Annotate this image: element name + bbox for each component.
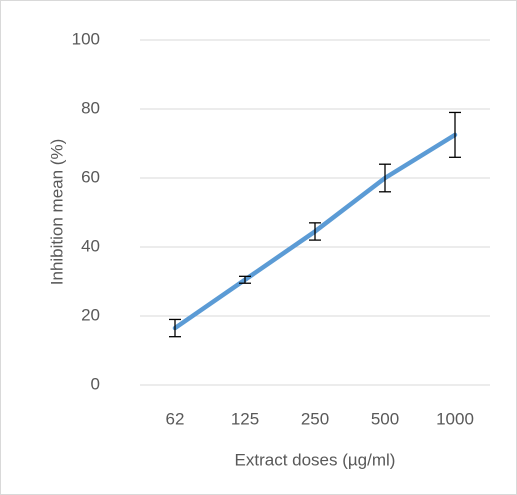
y-axis-label: Inhibition mean (%): [47, 139, 66, 285]
error-bar: [379, 163, 391, 193]
y-tick-label: 100: [72, 29, 100, 48]
y-tick-label: 60: [81, 167, 100, 186]
error-bar: [449, 111, 461, 158]
x-tick-label: 1000: [436, 409, 474, 428]
x-axis-label: Extract doses (µg/ml): [235, 450, 396, 469]
x-tick-label: 125: [231, 409, 259, 428]
x-tick-label: 62: [166, 409, 185, 428]
x-tick-label: 500: [371, 409, 399, 428]
y-tick-label: 0: [91, 374, 100, 393]
error-bar: [239, 275, 251, 284]
x-tick-label: 250: [301, 409, 329, 428]
error-bar: [309, 222, 321, 241]
y-tick-label: 40: [81, 236, 100, 255]
y-tick-label: 80: [81, 98, 100, 117]
error-bar: [169, 318, 181, 338]
y-tick-label: 20: [81, 305, 100, 324]
